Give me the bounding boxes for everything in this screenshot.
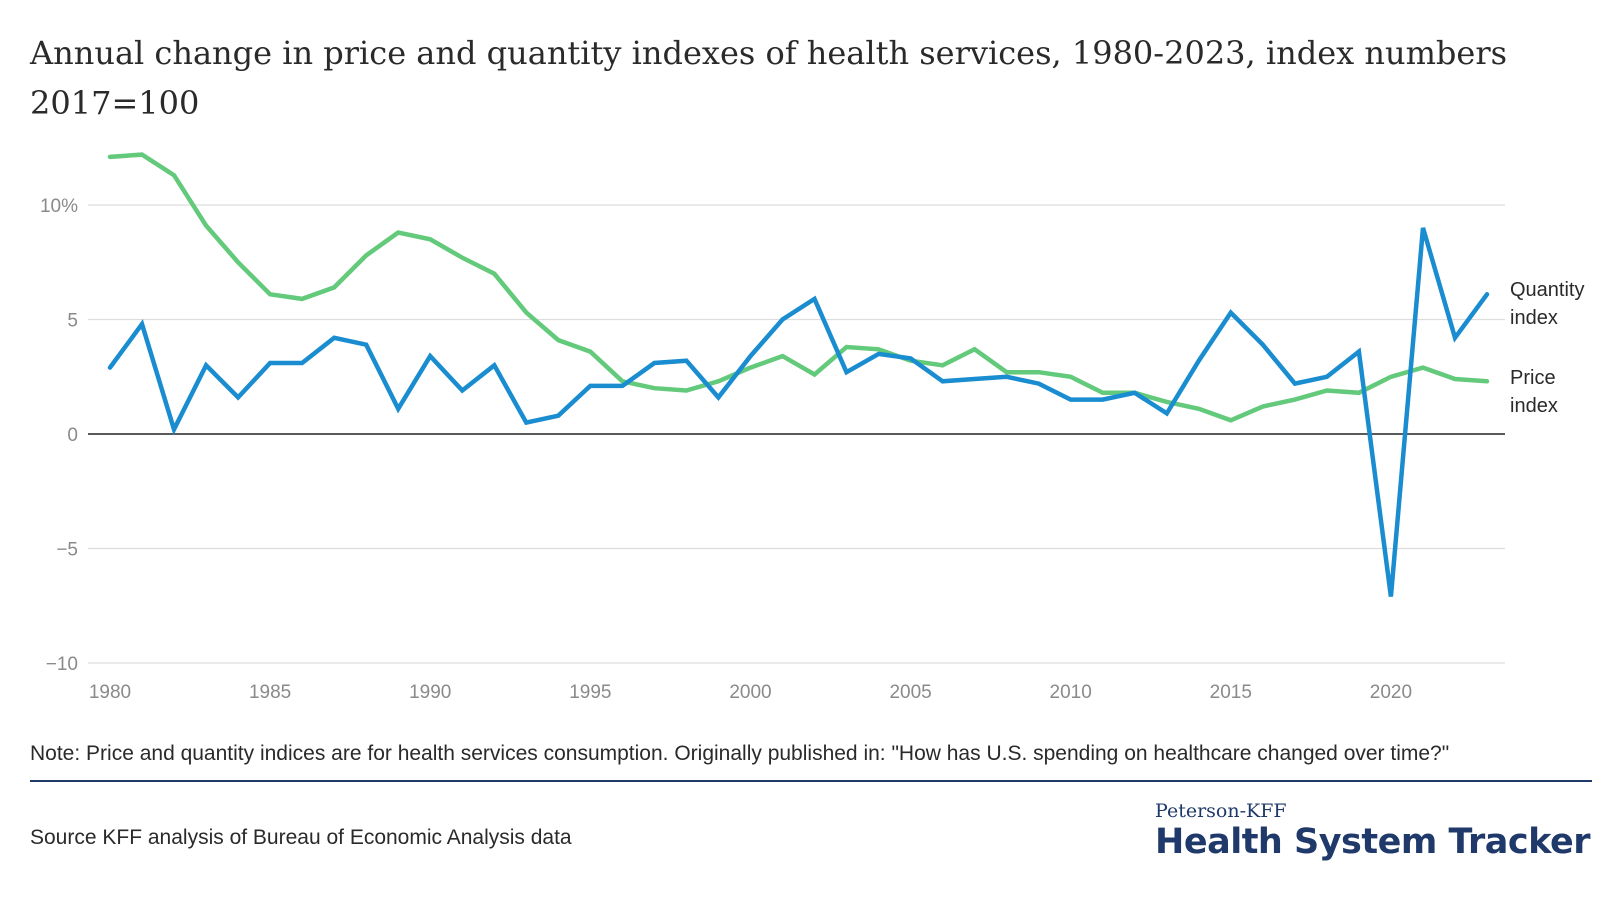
y-axis-ticks: 10% 5 0 −5 −10 xyxy=(40,196,78,675)
y-tick-label: 10% xyxy=(40,196,78,217)
chart-note: Note: Price and quantity indices are for… xyxy=(30,742,1450,765)
brand-logo: Peterson-KFF Health System Tracker xyxy=(1155,800,1590,862)
x-tick-label: 1990 xyxy=(409,682,451,700)
x-tick-label: 1995 xyxy=(569,682,611,700)
x-tick-label: 1985 xyxy=(249,682,291,700)
x-axis-ticks: 1980 1985 1990 1995 2000 2005 2010 2015 2020 xyxy=(89,682,1412,700)
chart-title: Annual change in price and quantity inde… xyxy=(30,34,1508,122)
chart-source: Source KFF analysis of Bureau of Economi… xyxy=(30,826,572,849)
x-tick-label: 2000 xyxy=(729,682,771,700)
quantity-index-label: index xyxy=(1510,307,1558,329)
x-tick-label: 2015 xyxy=(1210,682,1252,700)
x-tick-label: 2020 xyxy=(1370,682,1412,700)
grid-lines xyxy=(88,204,1505,664)
price-index-label: index xyxy=(1510,395,1558,417)
brand-top-text: Peterson-KFF xyxy=(1155,800,1287,822)
x-tick-label: 2005 xyxy=(889,682,931,700)
y-tick-label: −10 xyxy=(46,654,78,675)
price-index-label: Price xyxy=(1510,367,1556,389)
line-chart: 10% 5 0 −5 −10 1980 1985 1990 1995 2000 2005 2010 2… xyxy=(40,152,1584,700)
brand-main-text: Health System Tracker xyxy=(1155,822,1590,862)
y-tick-label: 5 xyxy=(67,311,78,332)
x-tick-label: 1980 xyxy=(89,682,131,700)
y-tick-label: 0 xyxy=(67,425,78,446)
footer-divider xyxy=(30,780,1592,782)
y-tick-label: −5 xyxy=(56,540,78,561)
x-tick-label: 2010 xyxy=(1050,682,1092,700)
series-labels: Quantity index Price index xyxy=(1510,279,1584,417)
series-lines xyxy=(107,152,1490,597)
price-index-line xyxy=(107,152,1490,423)
quantity-index-label: Quantity xyxy=(1510,279,1584,301)
quantity-index-line xyxy=(107,227,1490,597)
